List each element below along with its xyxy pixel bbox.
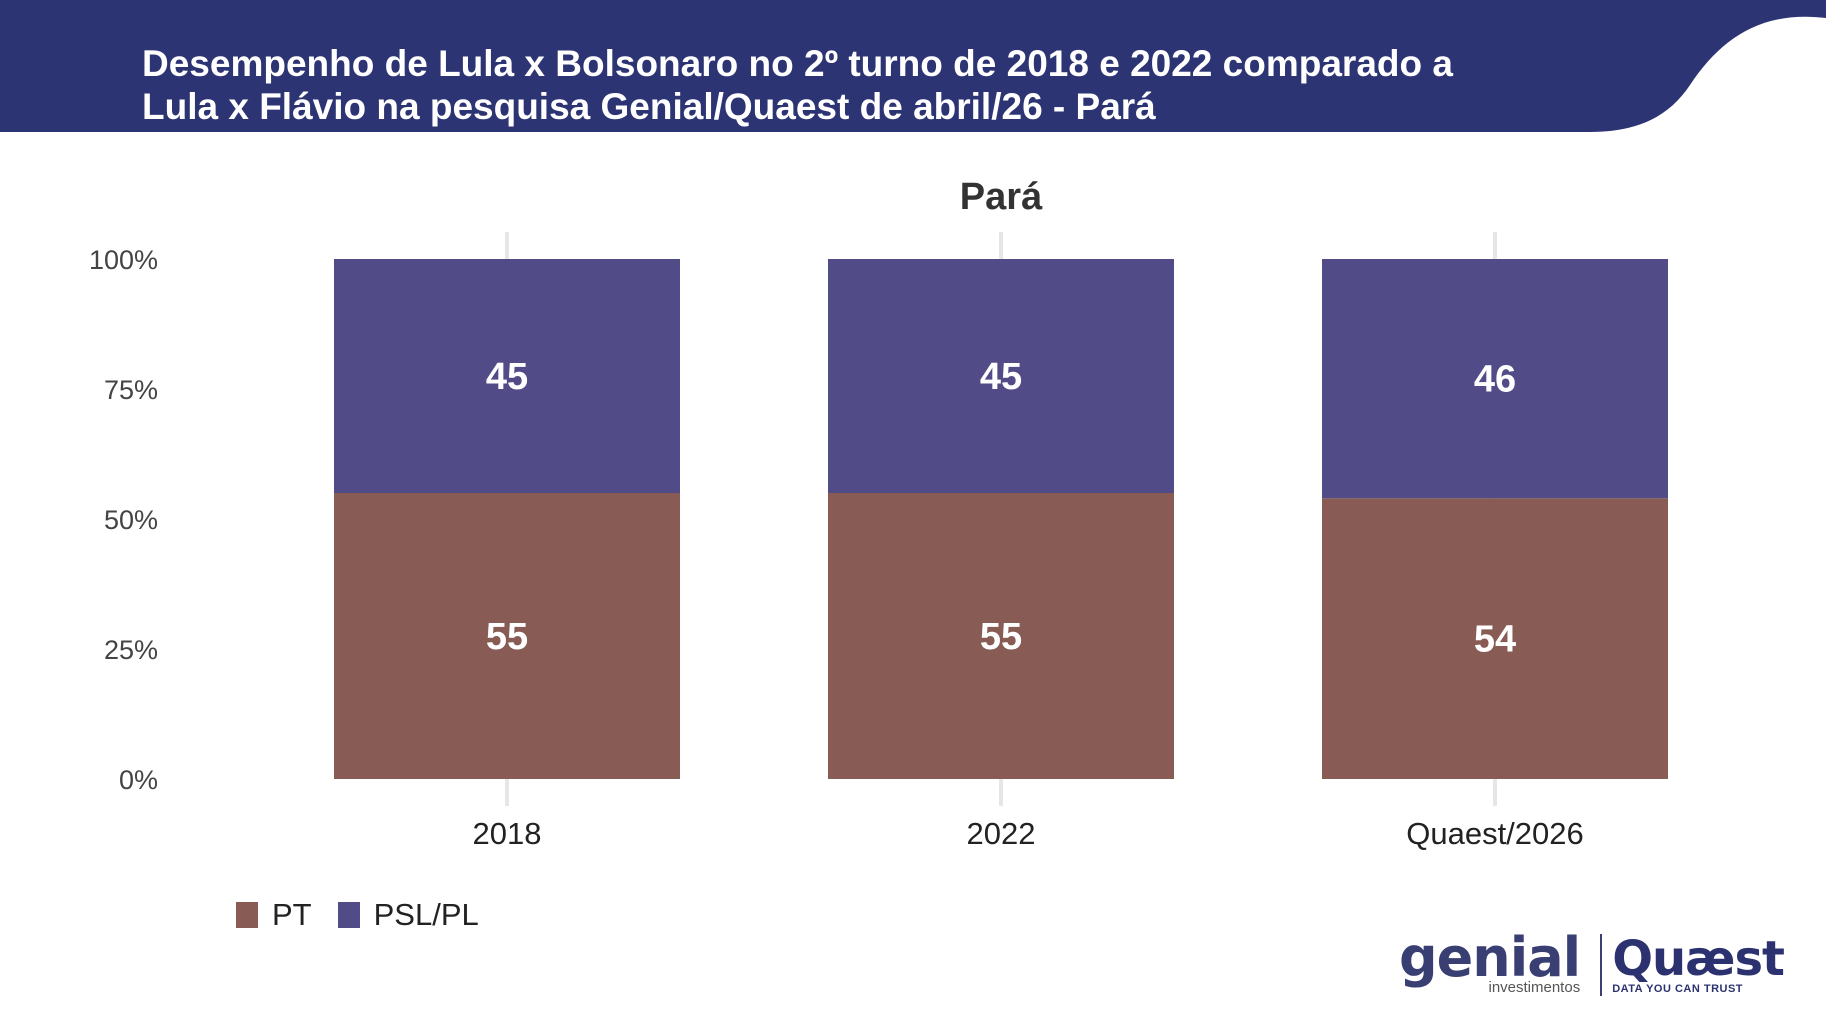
chart-legend: PT PSL/PL bbox=[236, 897, 505, 933]
legend-swatch-pt bbox=[236, 902, 258, 928]
quaest-logo-word: Quæst bbox=[1612, 930, 1785, 987]
header-band-shape bbox=[0, 0, 1826, 132]
data-label-pt-1: 55 bbox=[980, 616, 1022, 658]
quaest-logo: Quæst DATA YOU CAN TRUST bbox=[1612, 930, 1785, 995]
page-title-line-2: Lula x Flávio na pesquisa Genial/Quaest … bbox=[142, 86, 1156, 127]
data-label-pt-0: 55 bbox=[486, 616, 528, 658]
bar-pt-1 bbox=[828, 493, 1174, 779]
brand-logos: genial investimentos Quæst DATA YOU CAN … bbox=[1399, 926, 1785, 997]
quaest-logo-sub: DATA YOU CAN TRUST bbox=[1612, 982, 1744, 995]
stacked-bar-chart: Pará 0% 25% 50% 75% 100% 55 45 2018 55 45 2022 54 46 Q… bbox=[89, 176, 1668, 851]
genial-logo-sub: investimentos bbox=[1488, 979, 1581, 996]
y-tick-label: 50% bbox=[104, 505, 158, 535]
legend-swatch-psl-pl bbox=[337, 902, 360, 928]
legend-item-pt: PT bbox=[236, 897, 312, 933]
y-tick-label: 100% bbox=[89, 245, 158, 275]
logo-separator bbox=[1600, 933, 1603, 996]
chart-title: Pará bbox=[960, 176, 1043, 218]
bar-pt-2 bbox=[1322, 498, 1668, 779]
data-label-psl-pl-1: 45 bbox=[980, 356, 1022, 398]
y-tick-label: 0% bbox=[119, 765, 158, 795]
bar-psl-pl-1 bbox=[828, 259, 1174, 493]
data-label-psl-pl-0: 45 bbox=[486, 356, 528, 398]
x-tick-label: 2022 bbox=[967, 816, 1036, 851]
data-label-psl-pl-2: 46 bbox=[1474, 359, 1516, 401]
legend-label-psl-pl: PSL/PL bbox=[373, 897, 479, 932]
page-title-line-1: Desempenho de Lula x Bolsonaro no 2º tur… bbox=[142, 43, 1453, 84]
genial-logo: genial investimentos bbox=[1399, 926, 1581, 997]
header-band bbox=[0, 0, 1826, 132]
legend-item-psl-pl: PSL/PL bbox=[337, 897, 479, 933]
legend-label-pt: PT bbox=[272, 897, 312, 932]
bar-pt-0 bbox=[334, 493, 680, 779]
genial-logo-word: genial bbox=[1399, 926, 1581, 989]
x-tick-label: 2018 bbox=[473, 816, 542, 851]
y-tick-label: 25% bbox=[104, 635, 158, 665]
bar-psl-pl-2 bbox=[1322, 259, 1668, 499]
page-title: Desempenho de Lula x Bolsonaro no 2º tur… bbox=[142, 42, 1453, 128]
bar-psl-pl-0 bbox=[334, 259, 680, 493]
y-tick-label: 75% bbox=[104, 375, 158, 405]
data-label-pt-2: 54 bbox=[1474, 619, 1516, 661]
x-tick-label: Quaest/2026 bbox=[1406, 816, 1584, 851]
